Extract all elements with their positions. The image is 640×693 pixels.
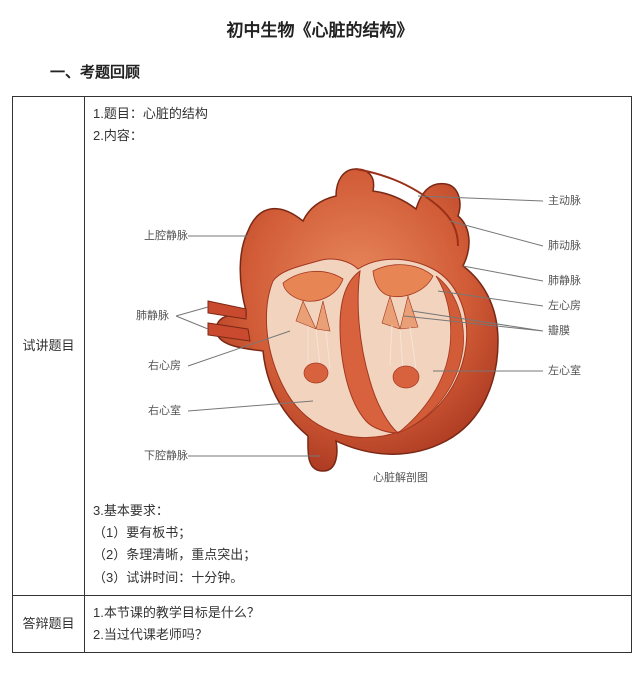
q-line1: 1.题目：心脏的结构	[93, 103, 623, 125]
req-3: （3）试讲时间：十分钟。	[93, 567, 623, 589]
defense-q2: 2.当过代课老师吗？	[93, 624, 623, 646]
label-pulm-vein-left: 肺静脉	[136, 308, 169, 322]
row-label-defense: 答辩题目	[13, 595, 85, 652]
page-title: 初中生物《心脏的结构》	[0, 0, 640, 51]
label-valve: 瓣膜	[548, 323, 570, 337]
req-header: 3.基本要求：	[93, 500, 623, 522]
label-inferior-vc: 下腔静脉	[144, 448, 188, 462]
label-left-ventricle: 左心室	[548, 363, 581, 377]
heart-diagram: 上腔静脉 肺静脉 右心房 右心室 下腔静脉 主动脉 肺动脉 肺静脉	[98, 151, 618, 498]
label-aorta: 主动脉	[548, 193, 581, 207]
label-right-atrium: 右心房	[148, 358, 181, 372]
defense-q1: 1.本节课的教学目标是什么？	[93, 602, 623, 624]
diagram-caption: 心脏解剖图	[373, 470, 428, 484]
label-right-ventricle: 右心室	[148, 403, 181, 417]
req-1: （1）要有板书；	[93, 522, 623, 544]
section-header: 一、考题回顾	[0, 51, 640, 96]
row-label-trial: 试讲题目	[13, 97, 85, 596]
label-pulm-vein-right: 肺静脉	[548, 273, 581, 287]
q-line2: 2.内容：	[93, 125, 623, 147]
label-superior-vc: 上腔静脉	[144, 228, 188, 242]
label-left-atrium: 左心房	[548, 299, 581, 312]
req-2: （2）条理清晰，重点突出；	[93, 544, 623, 566]
label-pulm-artery: 肺动脉	[548, 238, 581, 252]
main-table: 试讲题目 1.题目：心脏的结构 2.内容：	[12, 96, 632, 653]
defense-content: 1.本节课的教学目标是什么？ 2.当过代课老师吗？	[85, 595, 632, 652]
trial-content: 1.题目：心脏的结构 2.内容：	[85, 97, 632, 596]
